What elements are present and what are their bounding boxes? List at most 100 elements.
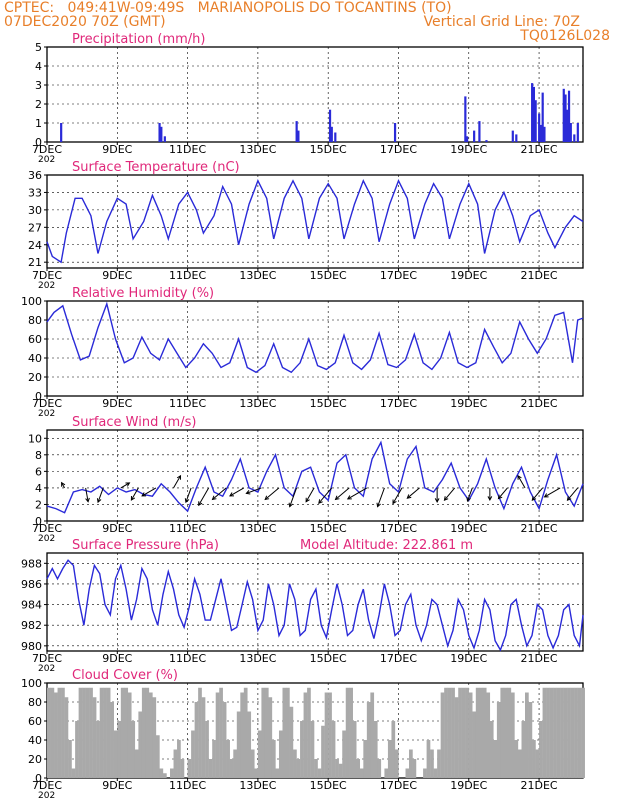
cloud-cover-column <box>514 740 519 778</box>
humidity-ytick-label: 80 <box>28 314 42 327</box>
cloud-cover-column <box>321 725 325 778</box>
cloud-cover-column <box>507 687 512 778</box>
wind-arrow-shaft <box>246 487 262 494</box>
wind-arrow <box>406 487 420 499</box>
panel-temperature: 7DEC 9DEC 11DEC 13DEC 15DEC 17DEC 19DEC 21DEC 20… <box>28 160 584 291</box>
wind-arrow-shaft <box>185 487 192 503</box>
pressure-xtick-label: 9DEC <box>102 652 132 665</box>
precipitation-bar <box>539 124 543 142</box>
precipitation-ytick-label: 4 <box>35 60 42 73</box>
wind-arrow-head <box>288 502 294 508</box>
wind-arrow <box>334 487 350 501</box>
cloud-cover-column <box>525 692 529 778</box>
precipitation-xtick-label: 19DEC <box>450 143 487 156</box>
precipitation-bar <box>330 126 333 142</box>
humidity-year-label: 202 <box>38 409 55 419</box>
precipitation-ytick-label: 3 <box>35 79 42 92</box>
cloud-cover-column <box>510 692 515 778</box>
cloud-cover-column <box>82 687 86 778</box>
wind-arrow-head <box>443 496 449 501</box>
wind-arrow <box>392 487 403 505</box>
temperature-xtick-label: 13DEC <box>239 269 276 282</box>
cloud-cover-column <box>141 687 146 778</box>
cloud-cover-column <box>226 740 230 778</box>
precipitation-ytick-label: 0 <box>35 136 42 149</box>
cloud-cover-column <box>303 692 308 778</box>
precipitation-bar <box>573 134 576 142</box>
cloud-cover-column <box>521 721 526 778</box>
cloud-cover-column <box>384 768 389 778</box>
cloud-cover-column <box>201 697 206 778</box>
pressure-xtick-label: 17DEC <box>380 652 417 665</box>
precipitation-xtick-label: 7DEC <box>32 143 62 156</box>
precipitation-bar <box>538 113 541 142</box>
cloud-cover-column <box>124 687 129 778</box>
cloud-cover-column <box>89 687 93 778</box>
cloud-cover-column <box>352 721 357 778</box>
cloud-cover-column <box>496 702 501 778</box>
wind-xtick-label: 9DEC <box>102 522 132 535</box>
wind-frame <box>46 429 584 522</box>
cloud-cover-column <box>539 721 543 778</box>
wind-ytick-label: 10 <box>28 432 42 445</box>
temperature-line <box>46 179 584 264</box>
cloud-cover-column <box>451 687 455 778</box>
cloud-cover-column <box>131 721 136 778</box>
wind-arrow-shaft <box>305 487 315 503</box>
cloud-cover-column <box>570 687 575 778</box>
wind-arrow <box>130 487 139 501</box>
cloud-cover-column <box>278 730 283 778</box>
pressure-year-label: 202 <box>38 664 55 674</box>
cloud-cover-column <box>282 687 287 778</box>
precipitation-bar <box>566 109 569 142</box>
cloud-cover-column <box>208 759 213 778</box>
cloud-cover-xtick-label: 9DEC <box>102 779 132 792</box>
temperature-xtick-label: 11DEC <box>169 269 206 282</box>
cloud-cover-column <box>553 687 557 778</box>
cloud-cover-column <box>549 687 554 778</box>
cloud-cover-column <box>387 740 392 778</box>
cloud-cover-column <box>324 692 329 778</box>
wind-arrow-head <box>376 502 381 508</box>
precipitation-bar <box>562 88 565 142</box>
precipitation-bar <box>466 136 469 142</box>
temperature-xtick-label: 17DEC <box>380 269 417 282</box>
cloud-cover-column <box>106 687 111 778</box>
wind-arrow-shaft <box>335 487 350 500</box>
pressure-ytick-label: 984 <box>21 599 42 612</box>
wind-arrow-head <box>517 474 522 480</box>
wind-arrow-head <box>531 496 537 501</box>
humidity-xtick-label: 19DEC <box>450 397 487 410</box>
precipitation-bar <box>160 126 163 142</box>
cloud-cover-column <box>229 759 234 778</box>
cloud-cover-xtick-label: 21DEC <box>521 779 558 792</box>
wind-arrow-head <box>406 494 412 499</box>
humidity-xtick-label: 13DEC <box>239 397 276 410</box>
temperature-frame <box>46 174 584 269</box>
cloud-cover-column <box>447 687 452 778</box>
header-grid-line: Vertical Grid Line: 70Z <box>423 14 580 30</box>
cloud-cover-column <box>78 687 83 778</box>
cloud-cover-column <box>307 687 311 778</box>
wind-arrow <box>120 482 131 489</box>
precipitation-bar <box>334 132 337 142</box>
cloud-cover-column <box>479 687 484 778</box>
wind-arrow <box>318 487 333 505</box>
wind-xtick-label: 15DEC <box>310 522 347 535</box>
panel-humidity: 7DEC 9DEC 11DEC 13DEC 15DEC 17DEC 19DEC 21DEC 20… <box>21 286 584 419</box>
cloud-cover-column <box>271 740 276 778</box>
wind-arrow <box>264 487 280 501</box>
wind-xtick-label: 17DEC <box>380 522 417 535</box>
cloud-cover-column <box>468 692 473 778</box>
precipitation-bar <box>328 109 332 142</box>
wind-arrow <box>376 487 385 508</box>
cloud-cover-column <box>289 706 294 778</box>
cloud-cover-column <box>370 692 375 778</box>
cloud-cover-ytick-label: 80 <box>28 696 42 709</box>
pressure-title: Surface Pressure (hPa) <box>72 538 219 553</box>
wind-arrow-head <box>346 495 352 500</box>
cloud-cover-column <box>394 749 399 778</box>
precipitation-bar <box>543 126 546 142</box>
panel-wind: 7DEC 9DEC 11DEC 13DEC 15DEC 17DEC 19DEC 21DEC20… <box>28 415 584 544</box>
cloud-cover-column <box>317 768 322 778</box>
